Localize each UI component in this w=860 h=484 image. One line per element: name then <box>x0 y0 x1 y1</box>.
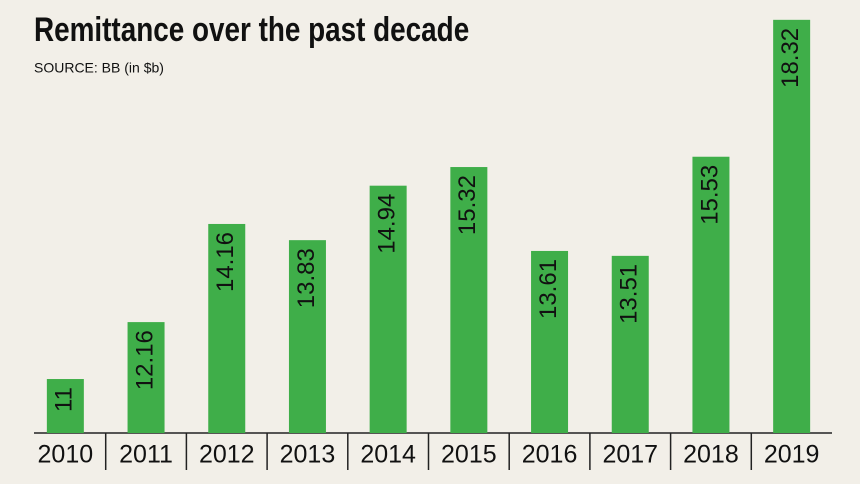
bar <box>773 19 811 434</box>
value-label: 15.32 <box>454 175 481 235</box>
x-tick-label: 2010 <box>38 441 94 469</box>
value-label: 13.83 <box>293 248 320 308</box>
x-tick-label: 2017 <box>602 441 658 469</box>
value-label: 13.51 <box>616 264 643 324</box>
x-tick-label: 2016 <box>522 441 578 469</box>
value-label: 14.16 <box>212 232 239 292</box>
chart-subtitle: SOURCE: BB (in $b) <box>34 60 164 76</box>
value-label: 14.94 <box>373 194 400 254</box>
value-label: 11 <box>51 387 78 412</box>
bar <box>450 167 488 433</box>
bar <box>127 322 165 433</box>
x-tick-label: 2019 <box>764 441 820 469</box>
bar <box>46 379 84 433</box>
x-tick-label: 2014 <box>360 441 416 469</box>
x-tick-label: 2015 <box>441 441 497 469</box>
bar <box>208 223 246 433</box>
bar <box>369 185 407 433</box>
x-tick-label: 2012 <box>199 441 255 469</box>
value-label: 18.32 <box>777 28 804 88</box>
value-label: 13.61 <box>535 259 562 319</box>
value-label: 15.53 <box>696 165 723 225</box>
value-label: 12.16 <box>131 330 158 390</box>
bar <box>531 250 569 433</box>
chart-title: Remittance over the past decade <box>34 10 469 48</box>
x-tick-label: 2013 <box>280 441 336 469</box>
bar <box>692 156 730 433</box>
bar <box>288 240 326 433</box>
x-tick-label: 2018 <box>683 441 739 469</box>
x-tick-label: 2011 <box>119 441 173 469</box>
bar <box>611 255 649 433</box>
